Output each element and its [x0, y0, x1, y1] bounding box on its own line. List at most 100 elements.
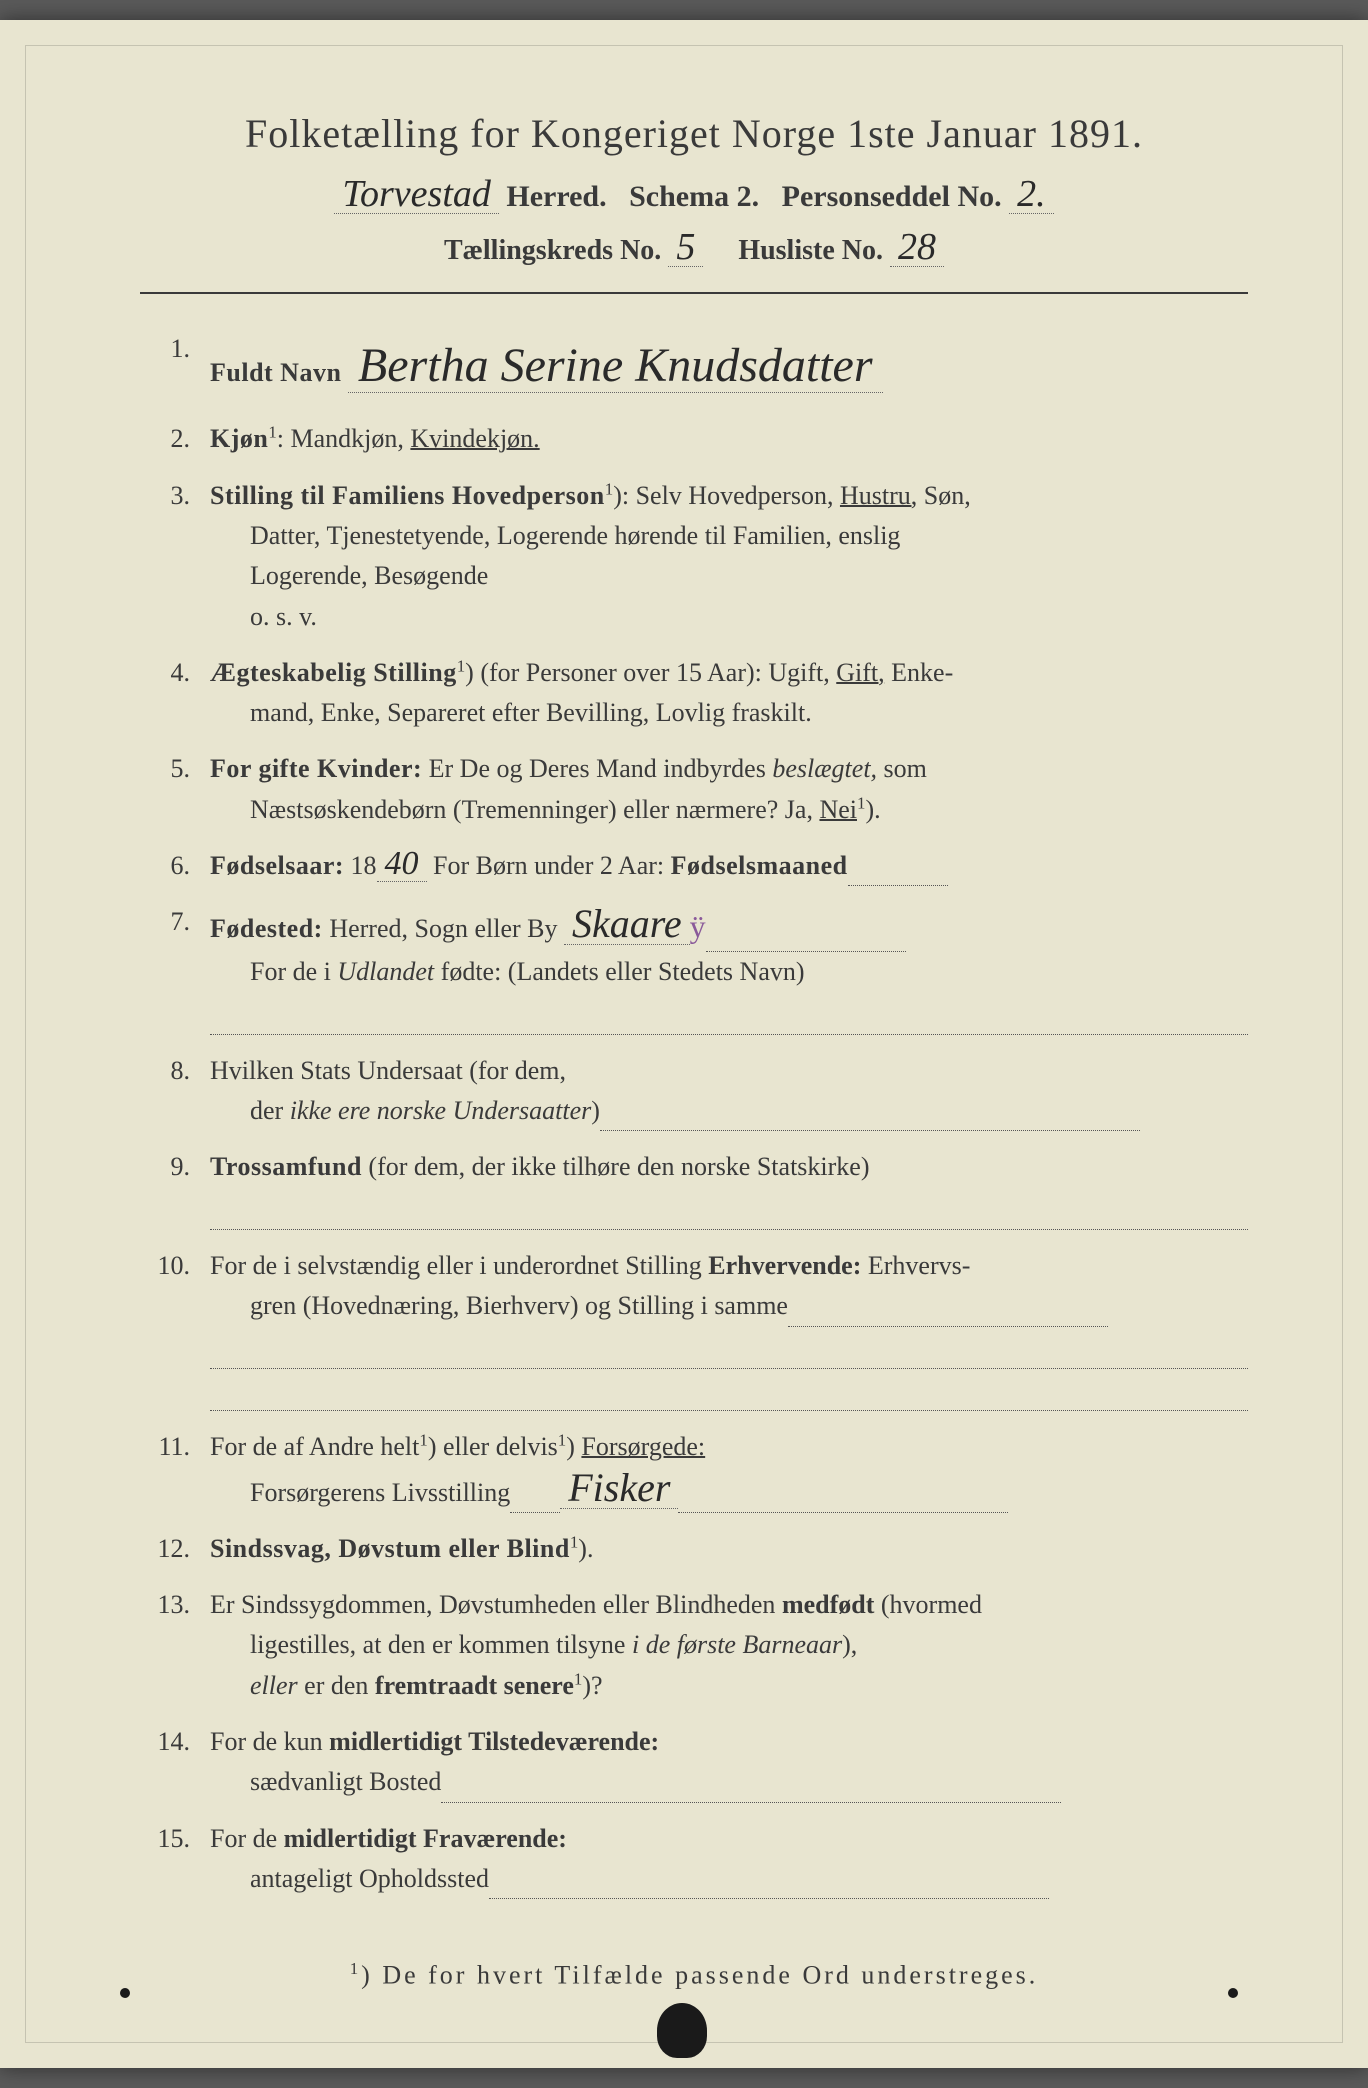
item-content: Stilling til Familiens Hovedperson1): Se… — [210, 476, 1248, 637]
field-text: mand, Enke, Separeret efter Bevilling, L… — [210, 693, 1248, 733]
dotted-line — [210, 1333, 1248, 1369]
footnote-ref: 1 — [268, 423, 276, 442]
field-text: Erhvervs- — [861, 1251, 970, 1280]
occupation-value: Fisker — [560, 1468, 678, 1509]
dotted-field — [848, 885, 948, 886]
item-content: Hvilken Stats Undersaat (for dem, der ik… — [210, 1051, 1248, 1132]
field-line: Forsørgerens Livsstilling Fisker — [210, 1468, 1248, 1513]
item-number: 8. — [150, 1051, 210, 1132]
field-italic: eller — [250, 1671, 298, 1700]
item-number: 7. — [150, 902, 210, 1034]
field-line: sædvanligt Bosted — [210, 1762, 1248, 1802]
field-line: der ikke ere norske Undersaatter) — [210, 1091, 1248, 1131]
item-number: 15. — [150, 1819, 210, 1900]
item-number: 4. — [150, 653, 210, 734]
dotted-field — [510, 1512, 560, 1513]
field-text: ): Selv Hovedperson, — [613, 481, 840, 510]
selected-option: Gift, — [836, 658, 884, 687]
item-9: 9. Trossamfund (for dem, der ikke tilhør… — [150, 1147, 1248, 1230]
field-label: Fuldt Navn — [210, 358, 341, 387]
item-number: 14. — [150, 1722, 210, 1803]
year-prefix: 18 — [344, 851, 377, 880]
field-text: For de i — [250, 957, 337, 986]
selected-option: Forsørgede: — [581, 1432, 705, 1461]
husliste-value: 28 — [890, 228, 944, 267]
item-content: For de i selvstændig eller i underordnet… — [210, 1246, 1248, 1411]
field-text: Hvilken Stats Undersaat (for dem, — [210, 1056, 566, 1085]
item-7: 7. Fødested: Herred, Sogn eller By Skaar… — [150, 902, 1248, 1034]
dotted-field — [678, 1512, 1008, 1513]
field-text: Herred, Sogn eller By — [323, 914, 558, 943]
field-text: )? — [582, 1671, 602, 1700]
field-text: ). — [865, 795, 880, 824]
husliste-label: Husliste No. — [738, 235, 883, 266]
item-number: 6. — [150, 846, 210, 886]
item-content: Trossamfund (for dem, der ikke tilhøre d… — [210, 1147, 1248, 1230]
field-text: Er De og Deres Mand indbyrdes — [422, 754, 772, 783]
field-line: gren (Hovednæring, Bierhverv) og Stillin… — [210, 1286, 1248, 1326]
field-bold: midlertidigt Fraværende: — [284, 1824, 567, 1853]
dotted-line — [210, 998, 1248, 1034]
field-line: eller er den fremtraadt senere1)? — [210, 1666, 1248, 1706]
dotted-line — [210, 1375, 1248, 1411]
field-text: Er Sindssygdommen, Døvstumheden eller Bl… — [210, 1590, 782, 1619]
item-5: 5. For gifte Kvinder: Er De og Deres Man… — [150, 749, 1248, 830]
item-4: 4. Ægteskabelig Stilling1) (for Personer… — [150, 653, 1248, 734]
field-text: Forsørgerens Livsstilling — [250, 1478, 510, 1507]
field-text: fødte: (Landets eller Stedets Navn) — [434, 957, 804, 986]
field-text: ). — [578, 1534, 593, 1563]
item-content: Ægteskabelig Stilling1) (for Personer ov… — [210, 653, 1248, 734]
field-label: Fødselsmaaned — [671, 851, 848, 880]
field-text: antageligt Opholdssted — [250, 1864, 489, 1893]
kreds-value: 5 — [668, 228, 703, 267]
footnote-ref: 1 — [605, 479, 613, 498]
field-text: For de — [210, 1824, 284, 1853]
ink-blot — [657, 2003, 707, 2058]
item-number: 11. — [150, 1427, 210, 1513]
field-text: Næstsøskendebørn (Tremenninger) eller næ… — [250, 795, 819, 824]
item-2: 2. Kjøn1: Mandkjøn, Kvindekjøn. — [150, 419, 1248, 459]
name-value: Bertha Serine Knudsdatter — [348, 339, 883, 393]
item-content: Sindssvag, Døvstum eller Blind1). — [210, 1529, 1248, 1569]
kreds-label: Tællingskreds No. — [444, 235, 661, 266]
selected-option: Nei — [819, 795, 857, 824]
dotted-field — [441, 1802, 1061, 1803]
footnote: 1) De for hvert Tilfælde passende Ord un… — [100, 1959, 1288, 1991]
ink-dot — [1228, 1988, 1238, 1998]
dotted-line — [210, 1194, 1248, 1230]
field-bold: midlertidigt Tilstedeværende: — [329, 1727, 659, 1756]
field-text: sædvanligt Bosted — [250, 1767, 441, 1796]
header-row-1: Torvestad Herred. Schema 2. Personseddel… — [100, 175, 1288, 214]
field-label: Kjøn — [210, 424, 268, 453]
footnote-marker: 1 — [350, 1959, 361, 1978]
dotted-field — [489, 1898, 1049, 1899]
personseddel-value: 2. — [1009, 175, 1054, 214]
item-13: 13. Er Sindssygdommen, Døvstumheden elle… — [150, 1585, 1248, 1706]
footnote-text: ) De for hvert Tilfælde passende Ord und… — [361, 1961, 1038, 1990]
item-number: 3. — [150, 476, 210, 637]
item-11: 11. For de af Andre helt1) eller delvis1… — [150, 1427, 1248, 1513]
herred-value: Torvestad — [334, 175, 499, 214]
schema-label: Schema 2. — [629, 180, 759, 213]
item-content: Fødested: Herred, Sogn eller By Skaareÿ … — [210, 902, 1248, 1034]
ink-dot — [120, 1988, 130, 1998]
field-line: Næstsøskendebørn (Tremenninger) eller næ… — [210, 790, 1248, 830]
divider — [140, 292, 1248, 294]
field-text: ligestilles, at den er kommen tilsyne — [250, 1630, 632, 1659]
field-text: gren (Hovednæring, Bierhverv) og Stillin… — [250, 1291, 788, 1320]
item-14: 14. For de kun midlertidigt Tilstedevære… — [150, 1722, 1248, 1803]
purple-annotation: ÿ — [690, 902, 706, 952]
field-text: : Mandkjøn, — [277, 424, 411, 453]
item-10: 10. For de i selvstændig eller i underor… — [150, 1246, 1248, 1411]
field-text: ), — [842, 1630, 857, 1659]
field-bold: Erhvervende: — [708, 1251, 861, 1280]
field-text: For Børn under 2 Aar: — [427, 851, 671, 880]
footnote-ref: 1 — [570, 1532, 578, 1551]
dotted-field — [600, 1130, 1140, 1131]
field-text: o. s. v. — [210, 597, 1248, 637]
field-label: For gifte Kvinder: — [210, 754, 422, 783]
footnote-ref: 1 — [558, 1431, 566, 1450]
header-row-2: Tællingskreds No. 5 Husliste No. 28 — [100, 228, 1288, 267]
form-title: Folketælling for Kongeriget Norge 1ste J… — [100, 110, 1288, 157]
field-label: Sindssvag, Døvstum eller Blind — [210, 1534, 570, 1563]
